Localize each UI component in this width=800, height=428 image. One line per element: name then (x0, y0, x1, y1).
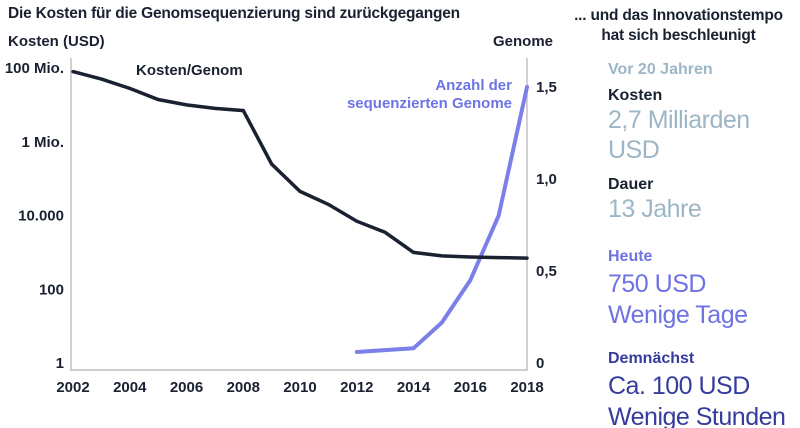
soon-cost-value: Ca. 100 USD (608, 372, 750, 400)
side-panel-title-line1: ... und das Innovationstempo (574, 7, 783, 24)
chart-svg: 100 Mio. 1 Mio. 10.000 100 1 1,5 1,0 0,5 0 2002 20… (5, 58, 557, 396)
today-cost-value: 750 USD (608, 270, 706, 298)
genome-series-label-line2: sequenzierten Genome (347, 95, 512, 112)
x-axis-tick: 2002 (56, 379, 89, 396)
today-duration-value: Wenige Tage (608, 301, 748, 329)
right-axis-tick: 1,5 (536, 79, 557, 96)
past-duration-value: 13 Jahre (608, 195, 702, 223)
x-axis-tick: 2010 (283, 379, 316, 396)
today-section-heading: Heute (608, 248, 653, 265)
past-cost-label: Kosten (608, 87, 663, 104)
side-panel-sections: Vor 20 Jahren Kosten 2,7 Milliarden USD … (608, 60, 800, 428)
soon-duration-value: Wenige Stunden (608, 403, 786, 428)
x-axis-tick: 2008 (227, 379, 260, 396)
right-axis-tick: 0,5 (536, 263, 557, 280)
past-cost-value: 2,7 Milliarden USD (608, 106, 750, 164)
side-panel-title: ... und das Innovationstempo hat sich be… (557, 6, 800, 46)
past-duration-label: Dauer (608, 176, 654, 193)
cost-line (71, 69, 529, 260)
left-axis-tick: 100 Mio. (5, 60, 64, 77)
chart-title: Die Kosten für die Genomsequenzierung si… (8, 5, 460, 22)
cost-series-label: Kosten/Genom (136, 62, 243, 79)
genome-series-label-line1: Anzahl der (435, 77, 512, 94)
left-axis-tick: 1 Mio. (21, 134, 64, 151)
x-axis-tick: 2016 (454, 379, 487, 396)
past-section-heading: Vor 20 Jahren (608, 61, 713, 78)
right-axis-tick: 0 (536, 355, 544, 372)
genome-line (354, 85, 529, 354)
x-axis-tick: 2018 (510, 379, 543, 396)
x-axis-tick: 2014 (397, 379, 431, 396)
right-axis-tick: 1,0 (536, 171, 557, 188)
left-axis-tick: 1 (56, 355, 64, 372)
x-axis-tick: 2004 (113, 379, 147, 396)
soon-section-heading: Demnächst (608, 350, 695, 367)
left-axis-tick: 10.000 (18, 208, 64, 225)
left-axis-tick: 100 (39, 281, 64, 298)
side-panel-title-line2: hat sich beschleunigt (601, 26, 756, 44)
left-axis-title: Kosten (USD) (8, 33, 105, 50)
x-axis-tick: 2012 (340, 379, 373, 396)
x-axis-tick: 2006 (170, 379, 203, 396)
right-axis-title: Genome (492, 33, 553, 50)
